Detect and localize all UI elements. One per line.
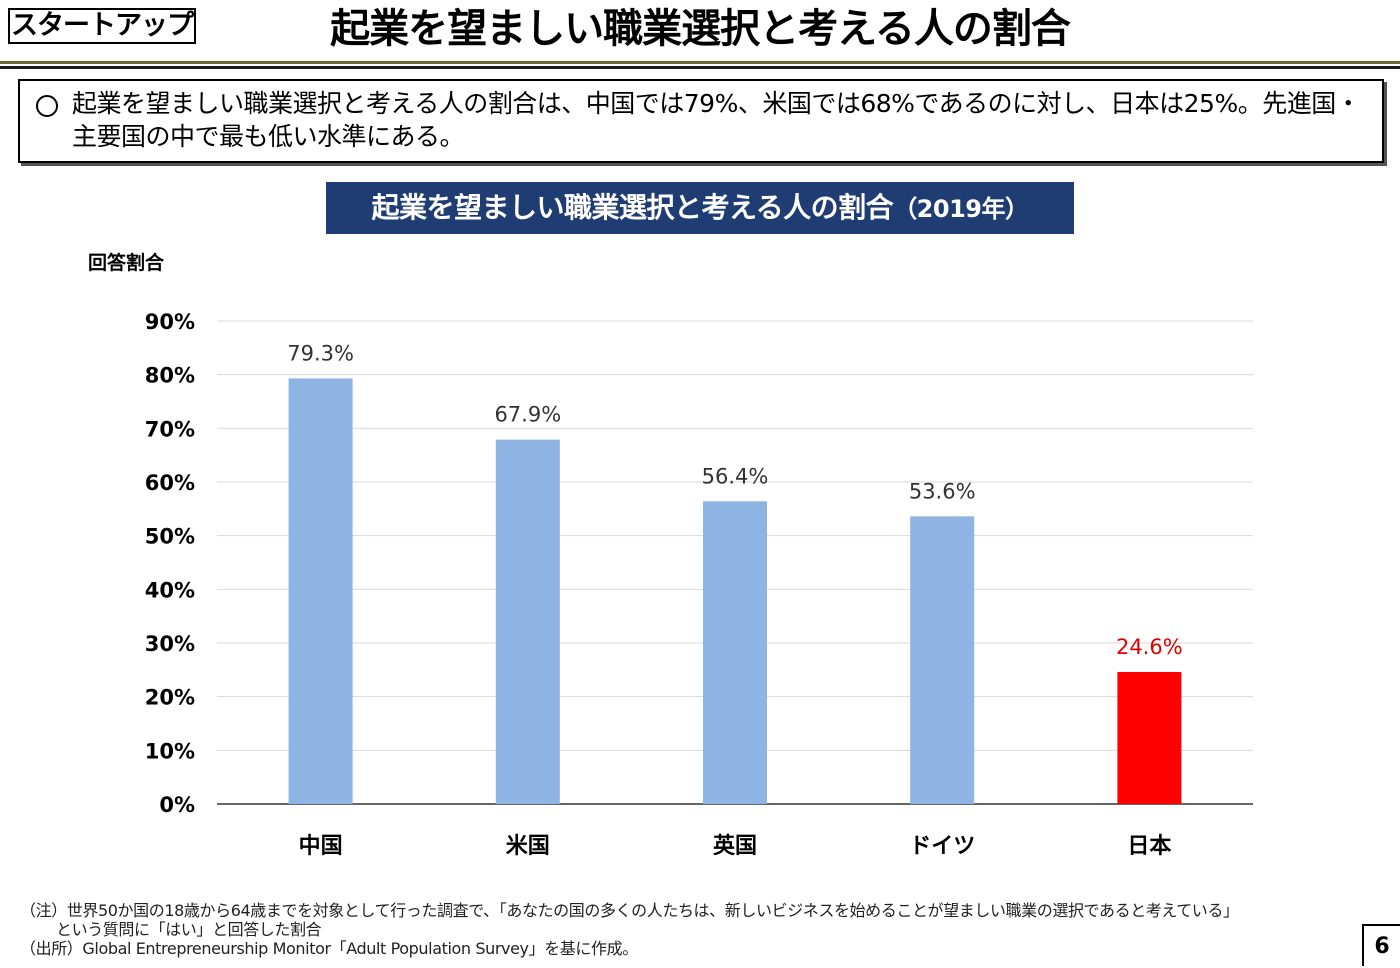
page-number: 6: [1362, 924, 1400, 966]
bar: [1117, 671, 1182, 804]
bar: [703, 501, 767, 804]
header-rule-black: [0, 66, 1400, 69]
y-tick-label: 30%: [145, 632, 195, 656]
note-line-1: （注）世界50か国の18歳から64歳までを対象として行った調査で、「あなたの国の…: [20, 901, 1239, 920]
summary-box: 起業を望ましい職業選択と考える人の割合は、中国では79%、米国では68%であるの…: [18, 79, 1384, 163]
x-tick-label: 英国: [713, 834, 757, 859]
summary-text: 起業を望ましい職業選択と考える人の割合は、中国では79%、米国では68%であるの…: [72, 89, 1361, 151]
section-tag: スタートアップ: [8, 8, 196, 44]
bar-chart: 0% 10% 20% 30% 40% 50% 60% 70% 80% 90% 79.3% 中国 67.9…: [145, 310, 1253, 859]
y-tick-label: 80%: [145, 364, 195, 388]
chart-title-year: （2019年）: [893, 195, 1029, 223]
data-label: 67.9%: [494, 403, 561, 427]
y-axis-label: 回答割合: [88, 252, 165, 274]
y-tick-label: 10%: [145, 739, 195, 763]
chart-title-banner: 起業を望ましい職業選択と考える人の割合（2019年）: [326, 182, 1074, 234]
chart-title-main: 起業を望ましい職業選択と考える人の割合: [371, 191, 894, 224]
header-rule-olive: [0, 61, 1400, 64]
y-tick-label: 20%: [145, 686, 195, 710]
y-tick-label: 70%: [145, 417, 195, 441]
footnotes: （注）世界50か国の18歳から64歳までを対象として行った調査で、「あなたの国の…: [20, 901, 1360, 958]
bar: [288, 378, 353, 804]
y-tick-label: 60%: [145, 471, 195, 495]
source-line: （出所）Global Entrepreneurship Monitor「Adul…: [20, 939, 638, 958]
y-tick-label: 40%: [145, 578, 195, 602]
data-label: 56.4%: [702, 464, 769, 488]
bar: [910, 516, 975, 804]
x-tick-label: ドイツ: [909, 834, 975, 859]
data-label: 24.6%: [1116, 635, 1183, 659]
x-tick-label: 中国: [299, 834, 343, 859]
circle-bullet-icon: [36, 95, 58, 117]
y-tick-label: 90%: [145, 310, 195, 334]
y-tick-label: 0%: [159, 793, 195, 817]
data-label: 79.3%: [287, 341, 354, 365]
x-tick-label: 米国: [506, 834, 550, 859]
data-label: 53.6%: [909, 479, 976, 503]
note-line-2: という質問に「はい」と回答した割合: [56, 920, 322, 939]
y-tick-label: 50%: [145, 525, 195, 549]
page-title: 起業を望ましい職業選択と考える人の割合: [330, 6, 1071, 52]
bar: [495, 439, 560, 804]
x-tick-label: 日本: [1127, 834, 1171, 859]
